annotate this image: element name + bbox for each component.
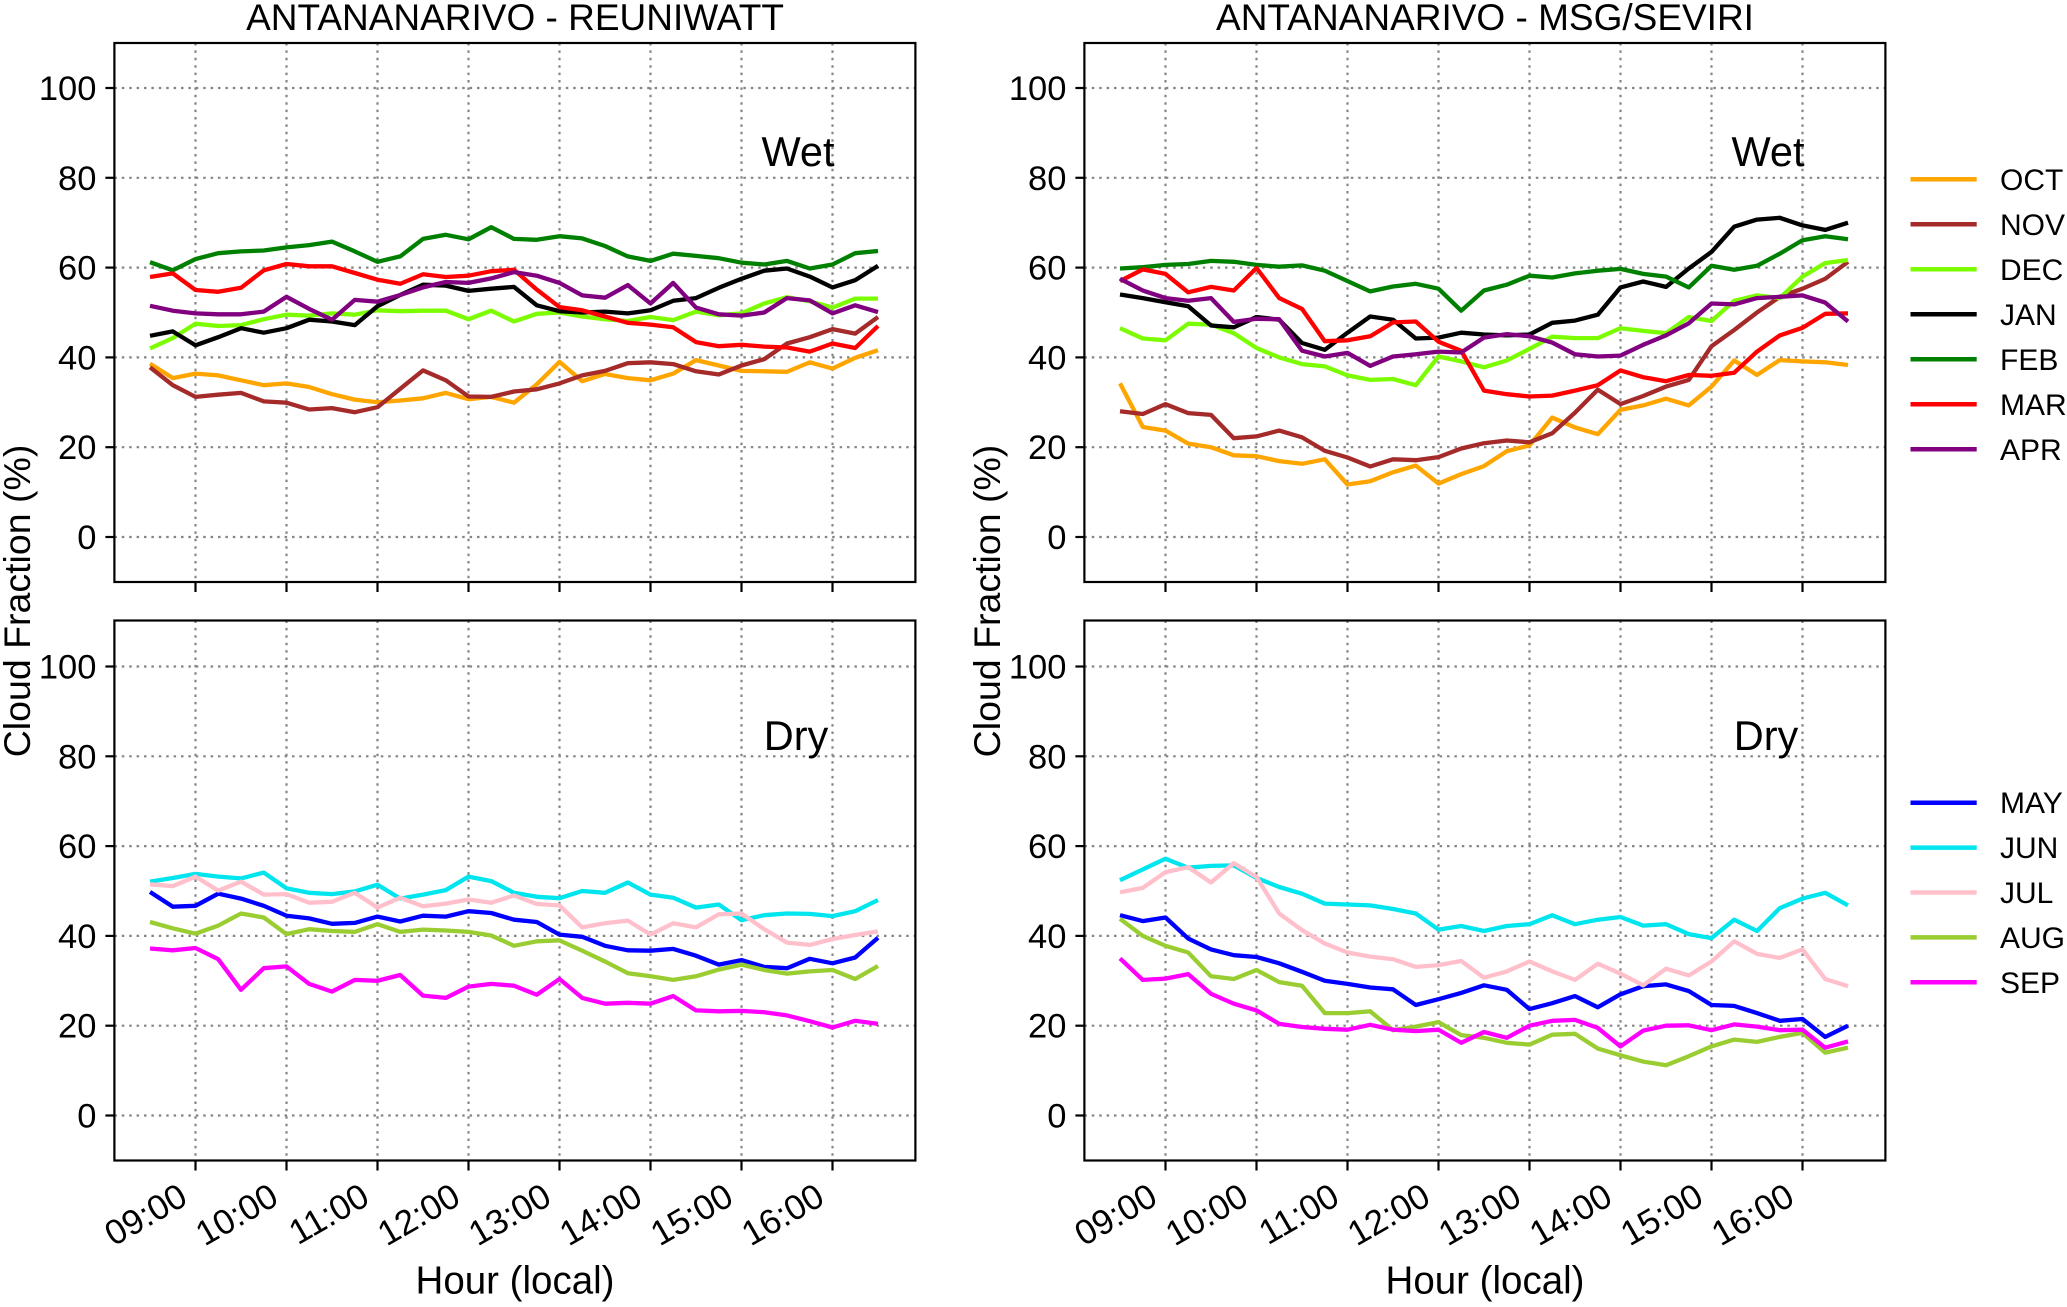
svg-text:MAR: MAR: [2000, 389, 2067, 422]
svg-text:80: 80: [58, 738, 96, 776]
svg-text:Cloud Fraction (%): Cloud Fraction (%): [966, 445, 1008, 758]
svg-text:ANTANANARIVO - MSG/SEVIRI: ANTANANARIVO - MSG/SEVIRI: [1216, 0, 1754, 38]
svg-text:40: 40: [58, 339, 96, 377]
svg-text:60: 60: [58, 828, 96, 866]
svg-text:40: 40: [58, 918, 96, 956]
svg-text:APR: APR: [2000, 434, 2062, 467]
svg-text:60: 60: [1028, 250, 1066, 288]
svg-text:80: 80: [1028, 160, 1066, 198]
svg-text:80: 80: [1028, 738, 1066, 776]
svg-text:Wet: Wet: [1731, 128, 1805, 175]
svg-text:20: 20: [1028, 1008, 1066, 1046]
svg-text:FEB: FEB: [2000, 344, 2058, 377]
svg-text:JUL: JUL: [2000, 877, 2053, 910]
svg-text:100: 100: [39, 649, 97, 687]
svg-text:ANTANANARIVO - REUNIWATT: ANTANANARIVO - REUNIWATT: [246, 0, 784, 38]
svg-text:60: 60: [58, 250, 96, 288]
svg-text:OCT: OCT: [2000, 164, 2063, 197]
svg-text:Dry: Dry: [1734, 712, 1799, 759]
svg-text:Hour (local): Hour (local): [416, 1260, 615, 1303]
svg-text:40: 40: [1028, 339, 1066, 377]
svg-text:60: 60: [1028, 828, 1066, 866]
svg-text:20: 20: [1028, 429, 1066, 467]
svg-text:MAY: MAY: [2000, 787, 2063, 820]
svg-text:0: 0: [77, 519, 96, 557]
svg-text:100: 100: [1009, 70, 1067, 108]
svg-text:0: 0: [1047, 1098, 1066, 1136]
svg-text:20: 20: [58, 1008, 96, 1046]
svg-text:0: 0: [1047, 519, 1066, 557]
svg-text:JAN: JAN: [2000, 299, 2057, 332]
svg-text:Cloud Fraction (%): Cloud Fraction (%): [0, 445, 38, 758]
svg-text:100: 100: [1009, 649, 1067, 687]
svg-text:AUG: AUG: [2000, 922, 2065, 955]
svg-text:20: 20: [58, 429, 96, 467]
svg-text:40: 40: [1028, 918, 1066, 956]
svg-text:Wet: Wet: [761, 128, 835, 175]
svg-text:Hour (local): Hour (local): [1386, 1260, 1585, 1303]
svg-text:NOV: NOV: [2000, 209, 2065, 242]
svg-text:SEP: SEP: [2000, 967, 2060, 1000]
svg-text:Dry: Dry: [764, 712, 829, 759]
svg-text:DEC: DEC: [2000, 254, 2063, 287]
svg-text:80: 80: [58, 160, 96, 198]
svg-text:JUN: JUN: [2000, 832, 2058, 865]
svg-text:100: 100: [39, 70, 97, 108]
svg-text:0: 0: [77, 1098, 96, 1136]
